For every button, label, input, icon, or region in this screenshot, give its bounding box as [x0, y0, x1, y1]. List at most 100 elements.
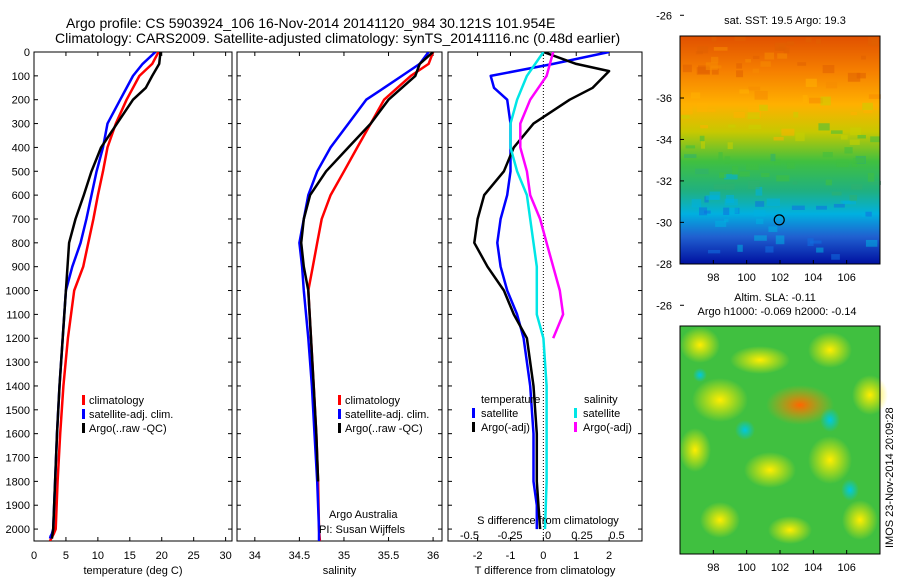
sst-cell	[825, 81, 838, 89]
series-line-temperature-argo-adj-	[473, 52, 611, 530]
salinity-panel: 34 34.5 35 35.5 36 salinity climatology satelli…	[236, 51, 443, 577]
y-tick-label: 1000	[6, 286, 30, 298]
y-tick-label: 300	[12, 119, 30, 131]
sst-cell	[797, 62, 807, 66]
sst-cell	[774, 159, 781, 166]
plot-frame	[236, 51, 443, 542]
sla-blob	[679, 428, 711, 472]
map-x-tick-label: 102	[771, 562, 789, 574]
sst-cell	[698, 65, 710, 74]
sst-cell	[713, 47, 728, 51]
sst-cell	[768, 226, 778, 232]
sst-cell	[724, 156, 731, 164]
sst-cell	[793, 111, 799, 118]
sst-cell	[718, 152, 723, 161]
sst-cell	[680, 105, 693, 115]
x-tick-label: 0	[31, 550, 37, 562]
sst-cell	[764, 52, 775, 60]
y-tick-label: 100	[12, 71, 30, 83]
sst-cell	[857, 134, 866, 139]
y-tick-label: 1100	[6, 309, 30, 321]
sst-cell	[681, 115, 690, 119]
sst-map-title: sat. SST: 19.5 Argo: 19.3	[724, 15, 846, 27]
sst-cell	[840, 200, 851, 204]
sst-cell	[870, 180, 881, 185]
sst-cell	[831, 254, 840, 260]
x-tick-label: 2	[606, 550, 612, 562]
sst-cell	[726, 194, 735, 203]
legend-swatch	[82, 409, 85, 419]
sst-cell	[825, 179, 832, 186]
x-tick-label: 25	[188, 550, 200, 562]
y-tick-label: 700	[12, 214, 30, 226]
sst-cell	[786, 160, 795, 169]
legend-label: Argo(-adj)	[481, 422, 530, 434]
difference-panel: -2 -1 0 1 2 T difference from climatology temp…	[447, 51, 643, 577]
sst-cell	[760, 61, 771, 67]
sla-map-title: Altim. SLA: -0.11	[734, 292, 816, 304]
sst-cell	[745, 59, 752, 63]
sst-cell	[840, 135, 848, 140]
x-tick-label: 34	[249, 550, 261, 562]
legend-label: Argo(..raw -QC)	[89, 423, 167, 435]
map-y-tick-label: -26	[656, 300, 672, 312]
sla-blob	[808, 436, 852, 484]
sst-cell	[752, 55, 760, 59]
sst-cell	[746, 163, 759, 170]
sla-blob	[766, 385, 834, 425]
sst-cell	[822, 152, 833, 158]
legend-swatch	[338, 423, 341, 433]
sst-cell	[695, 168, 709, 175]
sla-blob	[735, 420, 755, 440]
sst-cell	[865, 211, 872, 217]
x-tick-label: 35	[338, 550, 350, 562]
sst-cell	[690, 92, 701, 99]
legend-swatch	[472, 408, 475, 418]
y-tick-label: 500	[12, 166, 30, 178]
x-tick-label: 10	[92, 550, 104, 562]
legend-swatch	[82, 395, 85, 405]
x-tick-label: 0	[540, 550, 546, 562]
sst-cell	[696, 103, 708, 112]
y-tick-label: 800	[12, 238, 30, 250]
sst-cell	[728, 124, 736, 128]
sst-cell	[704, 210, 711, 214]
y-tick-label: 1300	[6, 357, 30, 369]
sst-cell	[725, 183, 735, 190]
sst-cell	[776, 175, 790, 182]
sst-cell	[851, 161, 858, 167]
y-tick-label: 1500	[6, 405, 30, 417]
secondary-axis-label: S difference from climatology	[477, 515, 619, 527]
legend-swatch	[472, 422, 475, 432]
map-y-tick-label: -30	[656, 217, 672, 229]
sst-cell	[844, 147, 853, 154]
sst-cell	[773, 136, 784, 141]
sst-map: sat. SST: 19.5 Argo: 19.3 98 100 102 104 106…	[656, 10, 881, 284]
sst-cell	[851, 183, 863, 190]
y-tick-label: 2000	[6, 524, 30, 536]
legend-label: satellite-adj. clim.	[89, 409, 173, 421]
y-tick-label: 1600	[6, 429, 30, 441]
x-tick-label: -1	[506, 550, 516, 562]
sla-blob	[842, 500, 878, 540]
sla-blob	[730, 346, 790, 374]
figure-subtitle: Climatology: CARS2009. Satellite-adjuste…	[55, 30, 621, 46]
sst-cell	[727, 142, 733, 150]
map-x-tick-label: 100	[737, 562, 755, 574]
sst-cell	[816, 247, 824, 253]
sla-blob	[808, 332, 852, 368]
sla-blob	[744, 452, 796, 488]
sst-cell	[711, 36, 717, 42]
legend-swatch	[574, 408, 577, 418]
legend-label: Argo(..raw -QC)	[345, 423, 423, 435]
sst-cell	[728, 207, 739, 214]
sst-cell	[736, 63, 743, 69]
sla-map-texture	[679, 327, 888, 544]
sst-cell	[766, 198, 780, 206]
sst-cell	[863, 107, 873, 114]
sst-cell	[734, 36, 746, 41]
x-tick-label: -2	[473, 550, 483, 562]
sst-cell	[697, 46, 709, 54]
sla-map-subtitle: Argo h1000: -0.069 h2000: -0.14	[697, 306, 856, 318]
sst-cell	[754, 90, 768, 100]
